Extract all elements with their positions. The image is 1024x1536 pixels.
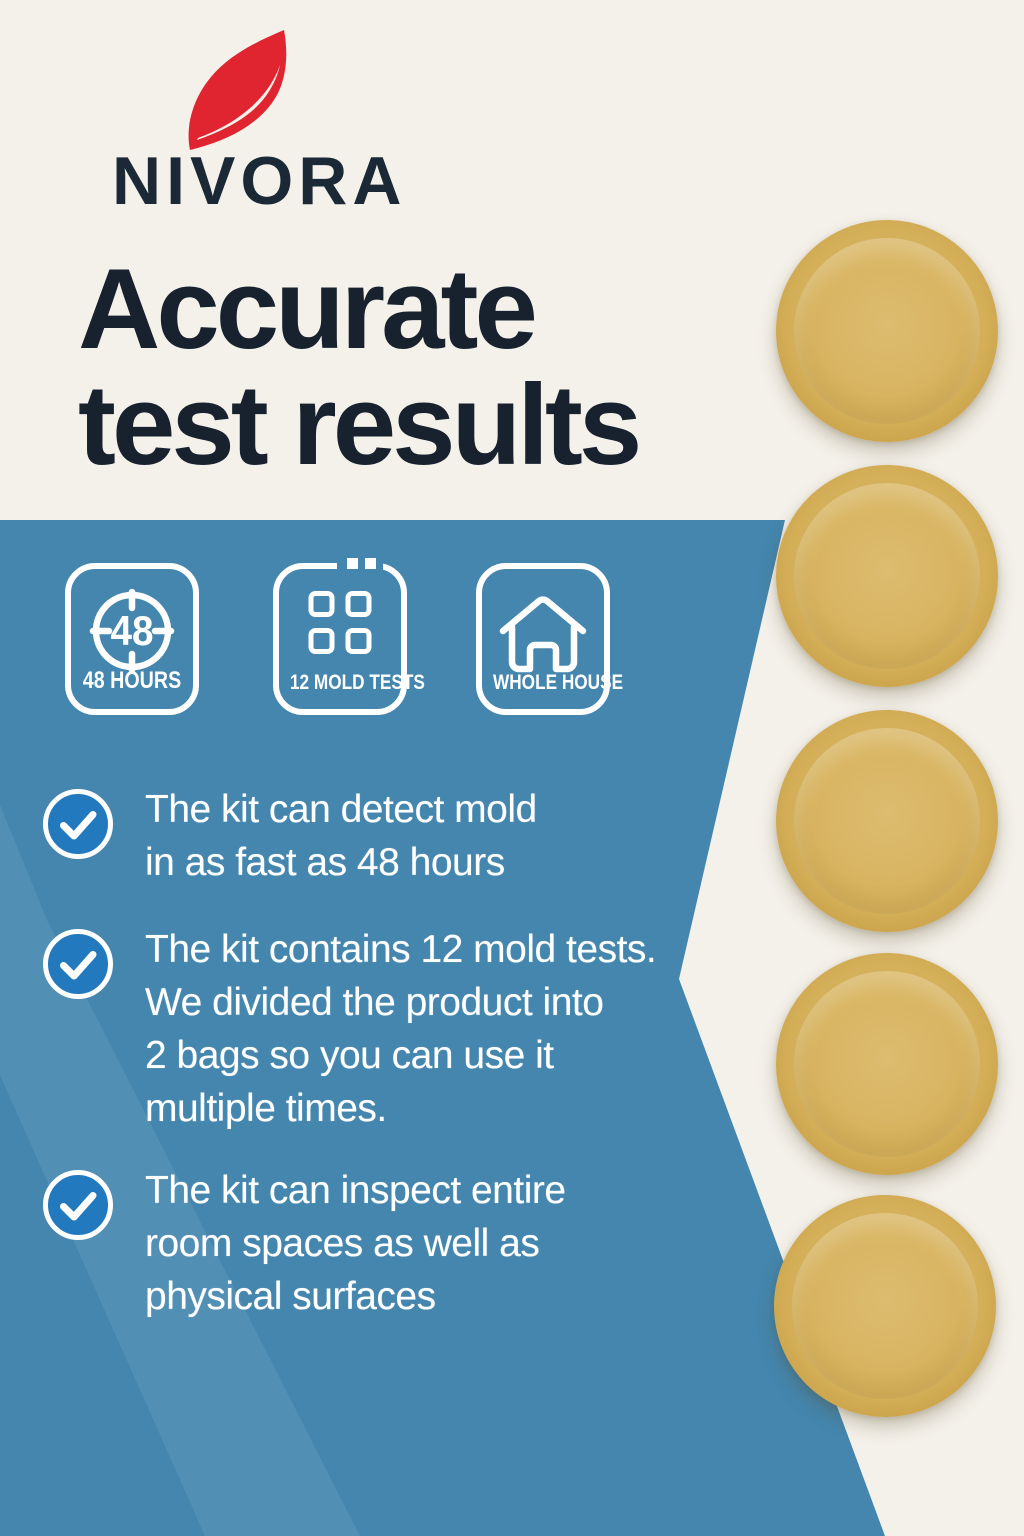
check-circle-icon [43, 929, 113, 999]
badge-whole-house: WHOLE HOUSE [476, 563, 624, 715]
badge-border-gap [337, 563, 383, 570]
house-icon [499, 596, 587, 673]
badge-whole-house-label: WHOLE HOUSE [492, 671, 624, 694]
brand-wordmark: NIVORA [112, 143, 407, 219]
badge-48-hours: 48 48 HOURS [65, 563, 199, 715]
timer-value: 48 [110, 607, 154, 654]
petri-dish [776, 465, 998, 687]
badge-12-mold-tests: 12 MOLD TESTS [273, 558, 425, 715]
brand-leaf-icon [188, 30, 287, 150]
badge-12-mold-tests-label: 12 MOLD TESTS [289, 671, 425, 694]
petri-dish [776, 710, 998, 932]
check-circle-icon [43, 1170, 113, 1240]
bullet-whole-rooms: The kit can inspect entire room spaces a… [145, 1169, 566, 1318]
check-circle-icon [43, 789, 113, 859]
petri-dish [776, 220, 998, 442]
bullet-detect-mold: The kit can detect mold in as fast as 48… [145, 788, 537, 884]
petri-dish [776, 953, 998, 1175]
timer-48-icon [89, 588, 175, 674]
headline-line1: Accurate [78, 246, 538, 373]
badge-dot-icon [365, 558, 376, 569]
badge-48-hours-label: 48 HOURS [82, 667, 182, 694]
petri-dish [774, 1195, 996, 1417]
bullet-12-tests: The kit contains 12 mold tests. We divid… [145, 928, 657, 1130]
badge-dot-icon [347, 558, 358, 569]
page-title: Accurate test results [78, 246, 642, 489]
test-grid-icon [308, 591, 372, 654]
headline-line2: test results [78, 362, 642, 489]
